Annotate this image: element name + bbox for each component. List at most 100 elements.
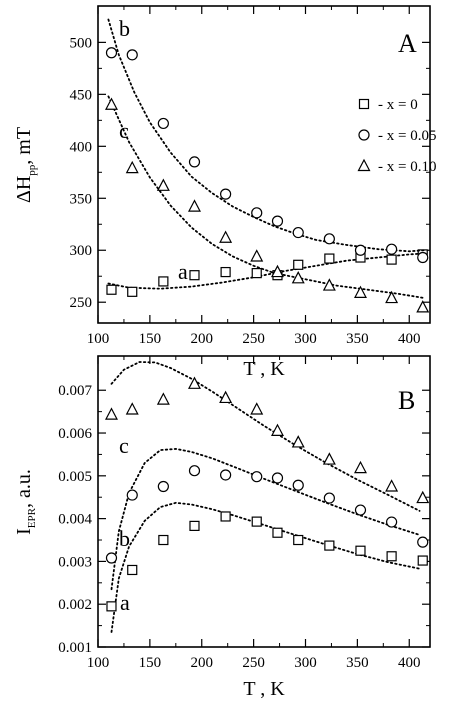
- data-point-a: [251, 516, 262, 527]
- y-tick-label: 450: [70, 87, 93, 103]
- x-tick-label: 200: [191, 655, 214, 671]
- data-point-b: [354, 504, 367, 516]
- x-tick-label: 400: [398, 331, 421, 347]
- series-a: [106, 501, 428, 633]
- plot-frame: [97, 355, 431, 648]
- data-point-b: [417, 536, 429, 548]
- data-point-c: [322, 278, 336, 291]
- data-point-b: [354, 244, 367, 256]
- data-point-a: [106, 284, 117, 295]
- y-axis-label-unit: , a.u.: [13, 469, 35, 508]
- data-point-c: [125, 402, 139, 415]
- y-axis-label-main: ΔH: [13, 176, 35, 203]
- series-c: [104, 361, 430, 512]
- data-point-a: [324, 253, 335, 264]
- y-tick-label: 500: [70, 35, 93, 51]
- y-axis-label-unit: , mT: [13, 127, 35, 165]
- series-c: [104, 95, 430, 313]
- data-point-c: [322, 452, 336, 465]
- series-b: [105, 18, 429, 264]
- x-tick-label: 100: [87, 655, 110, 671]
- legend-marker-c: [357, 158, 371, 172]
- data-point-c: [156, 392, 170, 405]
- panel-a-chart: 100 150 200 250 300 350 400 250 300 350 400 450 500 T…: [13, 5, 436, 380]
- data-point-b: [417, 251, 429, 264]
- data-point-b: [157, 480, 169, 493]
- x-tick-label: 100: [87, 331, 110, 347]
- data-point-a: [220, 266, 231, 278]
- legend-marker-b: [358, 129, 370, 141]
- data-point-a: [293, 534, 304, 546]
- data-point-c: [353, 460, 367, 474]
- data-point-c: [104, 407, 118, 420]
- data-point-c: [187, 376, 201, 389]
- data-point-b: [220, 469, 232, 481]
- data-point-b: [188, 156, 201, 168]
- data-point-b: [292, 226, 304, 239]
- x-tick-label: 250: [242, 331, 265, 347]
- curve-label-a: a: [178, 259, 188, 284]
- data-point-c: [291, 271, 305, 284]
- data-point-c: [416, 300, 430, 313]
- fit-curve-c: [107, 95, 426, 299]
- data-point-b: [323, 492, 335, 504]
- y-axis-label-main: I: [13, 528, 35, 535]
- data-point-c: [250, 249, 264, 262]
- y-tick-label: 0.001: [58, 640, 92, 656]
- data-point-c: [385, 479, 399, 492]
- data-point-c: [353, 285, 367, 298]
- data-point-a: [158, 534, 169, 546]
- data-point-b: [323, 233, 335, 245]
- y-tick-label: 0.004: [58, 512, 92, 528]
- legend-label-a: - x = 0: [378, 97, 418, 113]
- curve-label-a: a: [120, 590, 130, 615]
- data-point-b: [386, 516, 398, 528]
- x-tick-label: 300: [294, 655, 317, 671]
- data-point-c: [104, 97, 118, 110]
- data-point-b: [271, 215, 284, 227]
- data-point-c: [187, 199, 201, 212]
- y-tick-label: 300: [70, 243, 93, 259]
- fit-curve-a: [110, 501, 421, 633]
- y-axis-label-subscript: EPR: [26, 507, 38, 528]
- data-point-a: [127, 564, 138, 576]
- x-tick-label: 250: [242, 655, 265, 671]
- x-axis-label: T , K: [243, 678, 285, 700]
- y-axis-label-subscript: pp: [26, 164, 38, 176]
- data-point-c: [291, 435, 305, 448]
- data-point-a: [355, 545, 366, 556]
- data-point-b: [220, 188, 232, 200]
- panel-b-chart: 100 150 200 250 300 350 400 0.001 0.002 0.003 0.00…: [13, 355, 431, 700]
- x-axis-label: T , K: [243, 358, 285, 380]
- data-point-a: [189, 520, 200, 531]
- data-point-a: [106, 601, 117, 612]
- data-point-b: [251, 207, 263, 219]
- data-point-a: [386, 254, 397, 265]
- series-a: [106, 249, 428, 297]
- y-axis-label: ΔHpp, mT: [13, 127, 38, 203]
- y-tick-label: 0.003: [58, 554, 92, 570]
- y-tick-label: 0.006: [58, 426, 92, 442]
- data-point-c: [156, 178, 170, 191]
- curve-label-b: b: [119, 526, 130, 551]
- data-point-a: [220, 511, 231, 522]
- x-tick-label: 300: [294, 331, 317, 347]
- panel-label: B: [398, 386, 415, 415]
- fit-curve-b: [110, 447, 421, 591]
- data-point-a: [158, 276, 169, 287]
- x-tick-label: 200: [191, 331, 214, 347]
- y-tick-label: 0.002: [58, 597, 92, 613]
- data-point-b: [157, 117, 169, 130]
- data-point-a: [324, 540, 335, 551]
- y-tick-label: 0.007: [58, 383, 92, 399]
- fit-curve-a: [107, 252, 426, 290]
- data-point-c: [270, 423, 284, 436]
- data-point-c: [219, 230, 233, 243]
- data-point-a: [293, 259, 304, 270]
- data-point-b: [105, 47, 118, 59]
- data-point-a: [251, 268, 262, 279]
- x-tick-label: 350: [346, 331, 369, 347]
- data-point-c: [250, 402, 264, 415]
- legend-label-b: - x = 0.05: [378, 128, 436, 144]
